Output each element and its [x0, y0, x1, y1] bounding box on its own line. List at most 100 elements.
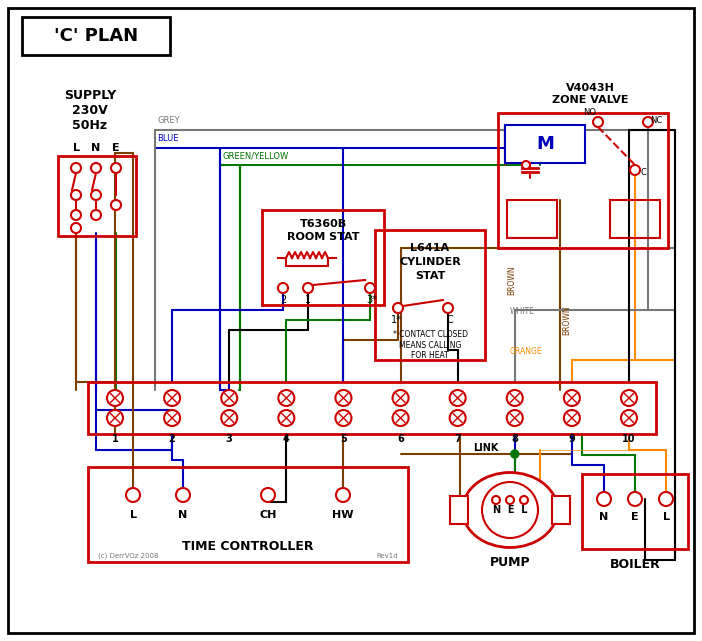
Text: GREEN/YELLOW: GREEN/YELLOW: [222, 151, 289, 160]
Ellipse shape: [463, 472, 557, 547]
Circle shape: [450, 410, 465, 426]
Circle shape: [621, 410, 637, 426]
Text: 3: 3: [226, 434, 232, 444]
Text: STAT: STAT: [415, 271, 445, 281]
Bar: [262, 210, 384, 305]
Circle shape: [392, 390, 409, 406]
Text: N: N: [91, 143, 100, 153]
Text: BROWN: BROWN: [507, 265, 516, 295]
Circle shape: [482, 482, 538, 538]
Circle shape: [643, 117, 653, 127]
Circle shape: [111, 200, 121, 210]
Circle shape: [278, 410, 294, 426]
Circle shape: [450, 390, 465, 406]
Circle shape: [365, 283, 375, 293]
Text: GREY: GREY: [157, 116, 180, 125]
Circle shape: [564, 410, 580, 426]
Text: L641A: L641A: [411, 243, 449, 253]
Text: L: L: [129, 510, 136, 520]
Bar: [58, 156, 136, 236]
Circle shape: [506, 496, 514, 504]
Text: PUMP: PUMP: [490, 556, 530, 569]
Text: 8: 8: [511, 434, 518, 444]
Text: WHITE: WHITE: [510, 307, 535, 316]
Text: 5: 5: [340, 434, 347, 444]
Text: NO: NO: [583, 108, 597, 117]
Circle shape: [492, 496, 500, 504]
Circle shape: [221, 390, 237, 406]
Text: CYLINDER: CYLINDER: [399, 257, 461, 267]
Circle shape: [71, 210, 81, 220]
Text: BOILER: BOILER: [609, 558, 661, 572]
Circle shape: [126, 488, 140, 502]
Text: ZONE VALVE: ZONE VALVE: [552, 95, 628, 105]
Text: LINK: LINK: [474, 443, 499, 453]
Bar: [498, 113, 668, 248]
Circle shape: [278, 283, 288, 293]
Circle shape: [621, 390, 637, 406]
Bar: [450, 496, 468, 524]
Circle shape: [303, 283, 313, 293]
Text: L: L: [72, 143, 79, 153]
Circle shape: [221, 410, 237, 426]
Text: BLUE: BLUE: [157, 134, 178, 143]
Circle shape: [71, 223, 81, 233]
Text: V4043H: V4043H: [566, 83, 614, 93]
Circle shape: [278, 390, 294, 406]
Bar: [88, 382, 656, 434]
Text: E: E: [112, 143, 120, 153]
Circle shape: [593, 117, 603, 127]
Bar: [88, 467, 408, 562]
Text: 9: 9: [569, 434, 575, 444]
Text: T6360B: T6360B: [300, 219, 347, 229]
Text: HW: HW: [332, 510, 354, 520]
Text: C: C: [446, 315, 453, 325]
Text: NC: NC: [650, 115, 662, 124]
Text: Rev1d: Rev1d: [376, 553, 398, 559]
Circle shape: [392, 410, 409, 426]
Text: ORANGE: ORANGE: [510, 347, 543, 356]
Text: CH: CH: [259, 510, 277, 520]
Text: (c) DerrVOz 2008: (c) DerrVOz 2008: [98, 553, 159, 559]
Circle shape: [164, 390, 180, 406]
Text: 3*: 3*: [366, 295, 378, 305]
Text: 1: 1: [112, 434, 119, 444]
Circle shape: [507, 390, 523, 406]
Circle shape: [261, 488, 275, 502]
Text: E: E: [631, 512, 639, 522]
Text: TIME CONTROLLER: TIME CONTROLLER: [183, 540, 314, 553]
Text: M: M: [536, 135, 554, 153]
Circle shape: [91, 210, 101, 220]
Text: N: N: [178, 510, 187, 520]
Circle shape: [91, 190, 101, 200]
Circle shape: [511, 450, 519, 458]
Text: C: C: [640, 167, 646, 176]
Bar: [507, 200, 557, 238]
Text: L: L: [663, 512, 670, 522]
Text: 6: 6: [397, 434, 404, 444]
Circle shape: [111, 163, 121, 173]
Text: SUPPLY
230V
50Hz: SUPPLY 230V 50Hz: [64, 88, 116, 131]
Circle shape: [507, 410, 523, 426]
Text: 10: 10: [622, 434, 636, 444]
Text: 1*: 1*: [390, 315, 402, 325]
Circle shape: [91, 163, 101, 173]
Text: ROOM STAT: ROOM STAT: [286, 232, 359, 242]
Bar: [610, 200, 660, 238]
Text: 1: 1: [305, 295, 311, 305]
Circle shape: [107, 410, 123, 426]
Circle shape: [443, 303, 453, 313]
Text: 4: 4: [283, 434, 290, 444]
Bar: [22, 17, 170, 55]
Text: BROWN: BROWN: [562, 305, 571, 335]
Circle shape: [659, 492, 673, 506]
Circle shape: [393, 303, 403, 313]
Text: N: N: [600, 512, 609, 522]
Text: 2: 2: [280, 295, 286, 305]
Bar: [552, 496, 570, 524]
Bar: [375, 230, 485, 360]
Text: 'C' PLAN: 'C' PLAN: [54, 27, 138, 45]
Text: 2: 2: [168, 434, 176, 444]
Circle shape: [520, 496, 528, 504]
Circle shape: [597, 492, 611, 506]
